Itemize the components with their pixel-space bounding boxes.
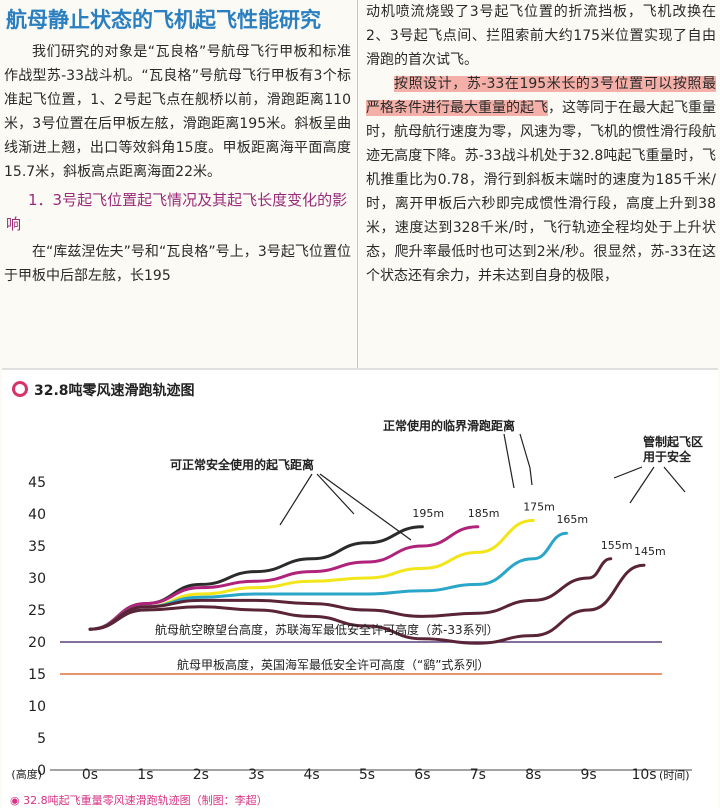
series-line-145m <box>88 563 646 645</box>
trajectory-chart: 0 5 10 15 20 25 30 35 40 45 0s 1s 2s 3s 4s 5s 6s 7s 8s 9s 10… <box>11 418 703 783</box>
section-subheading: 1．3号起飞位置起飞情况及其起飞长度变化的影响 <box>6 191 348 233</box>
series-label-185m: 185m <box>468 507 500 520</box>
y-tick-label: 40 <box>28 507 46 523</box>
article-paragraph-text: 动机喷流烧毁了3号起飞位置的折流挡板，飞机改换在2、3号起飞点间、拦阻索前大约1… <box>366 4 716 68</box>
article-paragraph: 按照设计，苏-33在195米长的3号位置可以按照最严格条件进行最大重量的起飞，这… <box>366 72 716 288</box>
reference-lines <box>60 641 662 675</box>
y-tick-label: 15 <box>28 667 46 683</box>
x-tick-label: 8s <box>525 767 541 783</box>
chart-axes: 0 5 10 15 20 25 30 35 40 45 0s 1s 2s 3s 4s 5s 6s 7s 8s 9s 10… <box>11 475 692 783</box>
article-paragraph-text: ，这等同于在最大起飞重量时，航母航行速度为零，风速为零，飞机的惯性滑行段航迹无高… <box>366 100 716 284</box>
series-line-185m <box>88 525 480 631</box>
series-label-155m: 155m <box>601 539 633 552</box>
article-right-column: 动机喷流烧毁了3号起飞位置的折流挡板，飞机改换在2、3号起飞点间、拦阻索前大约1… <box>362 0 720 368</box>
series-label-195m: 195m <box>412 507 444 520</box>
annotation-controlled-zone-2: 用于安全 <box>642 449 692 464</box>
x-tick-label: 10s <box>631 767 656 783</box>
x-tick-label: 7s <box>470 767 486 783</box>
y-tick-label: 10 <box>28 699 46 715</box>
y-tick-label: 20 <box>28 635 46 651</box>
column-divider <box>357 0 358 368</box>
annotation-critical-distance: 正常使用的临界滑跑距离 <box>383 418 515 433</box>
y-tick-label: 25 <box>28 603 46 619</box>
annotation-controlled-zone: 管制起飞区 <box>643 434 703 449</box>
caption-icon: ◉ <box>10 794 24 807</box>
annotation-line-15: 航母甲板高度，英国海军最低安全许可高度（“鹞”式系列） <box>177 657 489 672</box>
x-tick-label: 0s <box>82 767 98 783</box>
x-tick-label: 1s <box>137 767 153 783</box>
series-label-175m: 175m <box>523 500 555 513</box>
figure-panel: 32.8吨零风速滑跑轨迹图 0 5 10 15 20 25 30 35 40 45 0s 1s 2s 3s… <box>2 368 718 808</box>
x-tick-label: 6s <box>414 767 430 783</box>
article-paragraph: 在“库兹涅佐夫”号和“瓦良格”号上，3号起飞位置位于甲板中后部左舷，长195 <box>4 244 351 284</box>
x-tick-label: 4s <box>303 767 319 783</box>
x-axis-label: (时间) <box>659 769 690 782</box>
y-tick-label: 30 <box>28 571 46 587</box>
article-paragraph: 动机喷流烧毁了3号起飞位置的折流挡板，飞机改换在2、3号起飞点间、拦阻索前大约1… <box>366 0 716 72</box>
x-tick-label: 2s <box>193 767 209 783</box>
annotation-line-20: 航母航空瞭望台高度，苏联海军最低安全许可高度（苏-33系列） <box>155 622 499 637</box>
x-tick-label: 5s <box>359 767 375 783</box>
series-label-145m: 145m <box>634 545 666 558</box>
x-tick-label: 3s <box>248 767 264 783</box>
annotations: 可正常安全使用的起飞距离 正常使用的临界滑跑距离 管制起飞区 用于安全 航母航空… <box>155 418 703 672</box>
figure-title-text: 32.8吨零风速滑跑轨迹图 <box>34 383 195 399</box>
y-tick-label: 35 <box>28 539 46 555</box>
caption-text: 32.8吨起飞重量零风速滑跑轨迹图（制图：李超） <box>23 794 268 807</box>
y-tick-label: 45 <box>28 475 46 491</box>
bullet-icon <box>12 381 28 397</box>
annotation-pointers <box>279 433 686 541</box>
article-left-column: 航母静止状态的飞机起飞性能研究 我们研究的对象是“瓦良格”号航母飞行甲板和标准作… <box>0 0 355 368</box>
figure-caption: ◉ 32.8吨起飞重量零风速滑跑轨迹图（制图：李超） <box>10 792 268 808</box>
annotation-safe-distance: 可正常安全使用的起飞距离 <box>170 457 314 472</box>
y-tick-label: 5 <box>37 731 46 747</box>
y-tick-label: 0 <box>37 763 46 779</box>
figure-title: 32.8吨零风速滑跑轨迹图 <box>12 380 195 400</box>
article-title: 航母静止状态的飞机起飞性能研究 <box>6 8 321 32</box>
article-paragraph: 我们研究的对象是“瓦良格”号航母飞行甲板和标准作战型苏-33战斗机。“瓦良格”号… <box>4 44 351 180</box>
series-line-155m <box>88 557 613 631</box>
series-layer <box>88 518 646 645</box>
x-tick-label: 9s <box>580 767 596 783</box>
y-axis-label: (高度) <box>11 767 42 781</box>
series-label-165m: 165m <box>556 513 588 526</box>
